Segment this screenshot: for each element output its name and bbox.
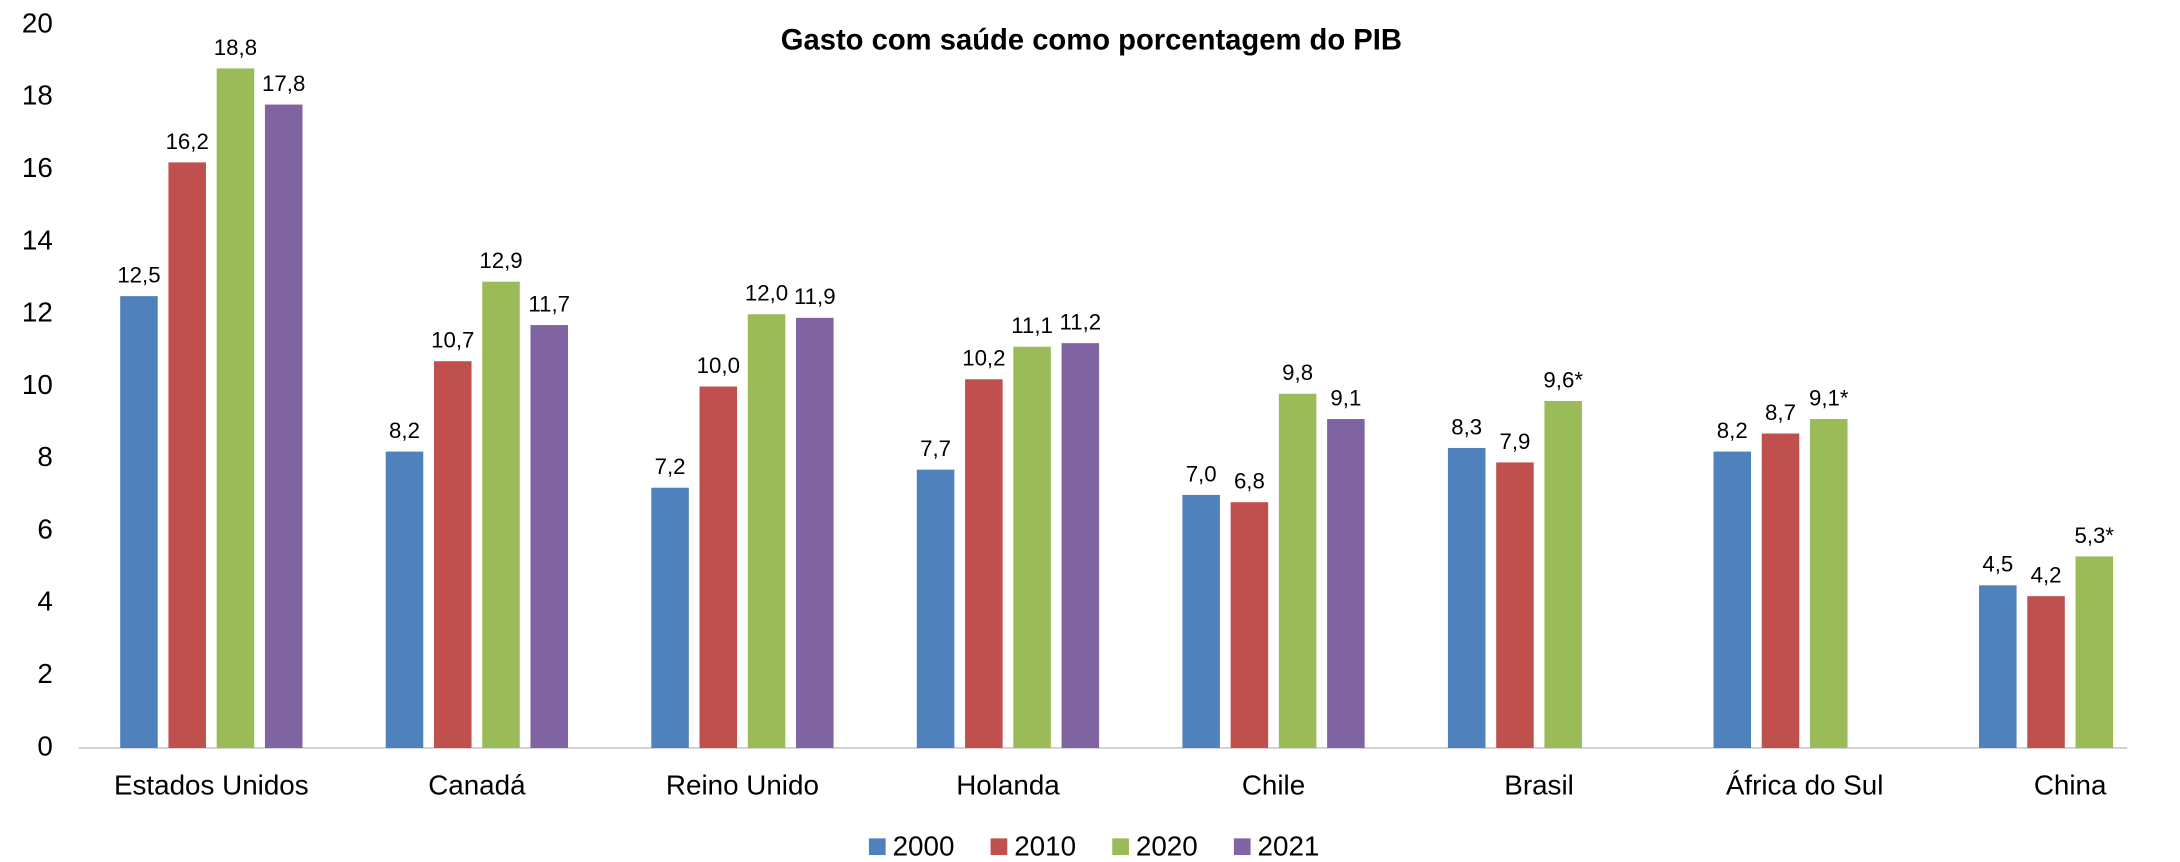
bar [1061, 343, 1100, 748]
value-label: 8,7 [1765, 400, 1796, 425]
bar [1761, 433, 1800, 748]
y-tick-label: 12 [22, 297, 53, 328]
bar [168, 162, 206, 748]
legend-swatch [1233, 838, 1251, 856]
y-tick-label: 2 [37, 658, 52, 689]
legend-label: 2020 [1136, 830, 1198, 861]
chart-title: Gasto com saúde como porcentagem do PIB [781, 24, 1402, 56]
y-tick-label: 14 [22, 224, 53, 255]
value-label: 18,8 [214, 35, 257, 60]
value-label: 11,1 [1011, 313, 1053, 338]
legend-label: 2021 [1258, 830, 1320, 861]
y-tick-label: 18 [22, 80, 53, 111]
value-label: 8,2 [1717, 418, 1748, 443]
value-label: 7,2 [655, 454, 686, 479]
bar [1713, 451, 1752, 748]
y-tick-label: 4 [37, 586, 52, 617]
bar [1327, 419, 1365, 748]
value-label: 12,0 [745, 281, 788, 306]
value-label: 10,2 [962, 346, 1005, 371]
bar [1979, 585, 2017, 748]
bar [1809, 419, 1848, 748]
bar [433, 361, 472, 748]
bar [216, 68, 255, 748]
value-label: 4,2 [2031, 563, 2062, 588]
legend-label: 2000 [893, 830, 955, 861]
bar [651, 487, 689, 748]
bar [482, 281, 520, 748]
value-label: 6,8 [1234, 469, 1265, 494]
y-tick-label: 20 [22, 7, 53, 38]
bar [699, 386, 738, 748]
bar [916, 469, 955, 748]
value-label: 7,9 [1499, 429, 1530, 454]
bar [385, 451, 424, 748]
bar [2075, 556, 2114, 748]
value-label: 12,9 [479, 248, 522, 273]
value-label: 7,7 [920, 436, 951, 461]
bar [796, 317, 834, 748]
y-tick-label: 16 [22, 152, 53, 183]
bar [747, 314, 786, 748]
value-label: 9,1* [1809, 385, 1849, 410]
value-label: 16,2 [166, 129, 209, 154]
x-tick-label: Reino Unido [666, 769, 819, 800]
y-tick-label: 6 [37, 513, 52, 544]
x-tick-label: África do Sul [1726, 769, 1884, 800]
y-tick-label: 8 [37, 441, 52, 472]
legend-swatch [1112, 838, 1129, 856]
y-tick-label: 0 [37, 730, 52, 761]
value-label: 17,8 [262, 71, 305, 96]
value-label: 12,5 [117, 263, 160, 288]
bar [1544, 400, 1582, 748]
value-label: 9,8 [1282, 360, 1313, 385]
value-label: 10,0 [697, 353, 740, 378]
value-label: 9,6* [1543, 367, 1583, 392]
value-label: 4,5 [1982, 552, 2013, 577]
bar [1496, 462, 1534, 748]
bar [530, 325, 569, 748]
value-label: 8,3 [1451, 414, 1482, 439]
value-label: 10,7 [431, 328, 474, 353]
bar [1230, 502, 1269, 748]
value-label: 11,2 [1060, 310, 1102, 335]
x-tick-label: Canadá [428, 769, 526, 800]
bar [120, 296, 158, 748]
y-tick-label: 10 [22, 369, 53, 400]
value-label: 11,7 [528, 291, 570, 316]
value-label: 5,3* [2075, 523, 2115, 548]
bar [1013, 346, 1051, 748]
bar [2027, 596, 2065, 748]
x-tick-label: Brasil [1504, 769, 1574, 800]
legend-label: 2010 [1014, 830, 1076, 861]
bar [1447, 447, 1486, 748]
bar [965, 379, 1003, 748]
value-label: 9,1 [1330, 385, 1361, 410]
legend-swatch [990, 838, 1008, 856]
legend-swatch [868, 838, 886, 856]
bar [1182, 494, 1220, 748]
value-label: 11,9 [794, 284, 836, 309]
x-tick-label: China [2034, 769, 2107, 800]
value-label: 8,2 [389, 418, 420, 443]
x-tick-label: Chile [1242, 769, 1305, 800]
value-label: 7,0 [1186, 461, 1217, 486]
x-tick-label: Estados Unidos [114, 769, 309, 800]
x-tick-label: Holanda [956, 769, 1060, 800]
bar [1278, 393, 1317, 748]
bar [264, 104, 303, 748]
